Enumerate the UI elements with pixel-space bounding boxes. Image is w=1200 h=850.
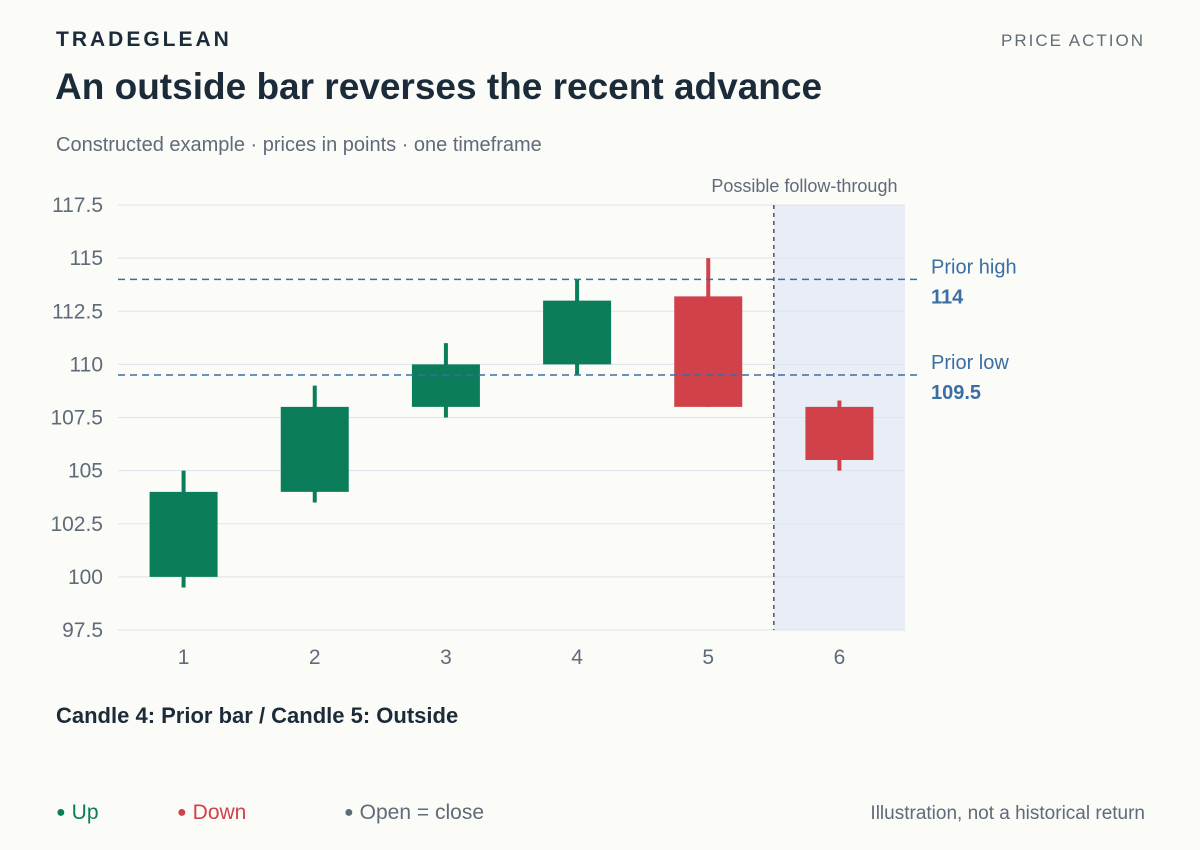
page-title: An outside bar reverses the recent advan…: [55, 66, 823, 107]
x-tick-label: 6: [834, 646, 846, 669]
y-tick-label: 112.5: [52, 300, 103, 323]
follow-through-label: Possible follow-through: [711, 176, 897, 196]
legend-label-open-close: Open = close: [359, 801, 485, 824]
chart-caption: Candle 4: Prior bar / Candle 5: Outside: [56, 703, 459, 728]
y-tick-label: 110: [70, 353, 103, 376]
y-tick-label: 105: [68, 460, 103, 483]
x-tick-label: 2: [309, 646, 321, 669]
x-tick-label: 1: [178, 646, 190, 669]
legend-label-down: Down: [192, 801, 247, 824]
candle-body-up: [411, 364, 480, 407]
candle-body-up: [543, 300, 612, 365]
x-tick-label: 3: [440, 646, 452, 669]
reference-line-value: 114: [931, 286, 964, 308]
y-tick-label: 97.5: [62, 619, 103, 642]
legend-label-up: Up: [71, 801, 99, 824]
neutral-dot-icon: ●: [344, 804, 354, 821]
y-tick-label: 100: [68, 566, 103, 589]
up-dot-icon: ●: [56, 804, 66, 821]
candle-body-up: [280, 406, 349, 492]
y-tick-label: 107.5: [50, 407, 103, 430]
candle-body-up: [149, 491, 218, 577]
candle-body-down: [674, 296, 743, 407]
disclaimer-note: Illustration, not a historical return: [870, 803, 1145, 824]
candle-body-down: [805, 406, 874, 460]
brand-logo: TRADEGLEAN: [56, 28, 232, 51]
reference-line-value: 109.5: [931, 382, 981, 404]
page-subtitle: Constructed example · prices in points ·…: [56, 134, 542, 156]
reference-line-label: Prior high: [931, 256, 1017, 278]
legend-item-open-close: ● Open = close: [344, 801, 484, 825]
x-tick-label: 4: [571, 646, 583, 669]
section-label: PRICE ACTION: [1001, 31, 1145, 50]
reference-line-label: Prior low: [931, 352, 1009, 374]
y-tick-label: 102.5: [50, 513, 103, 536]
down-dot-icon: ●: [177, 804, 187, 821]
y-tick-label: 117.5: [52, 194, 103, 217]
legend-item-down: ● Down: [177, 801, 246, 825]
legend-item-up: ● Up: [56, 801, 99, 825]
x-tick-label: 5: [702, 646, 714, 669]
y-tick-label: 115: [70, 247, 103, 270]
